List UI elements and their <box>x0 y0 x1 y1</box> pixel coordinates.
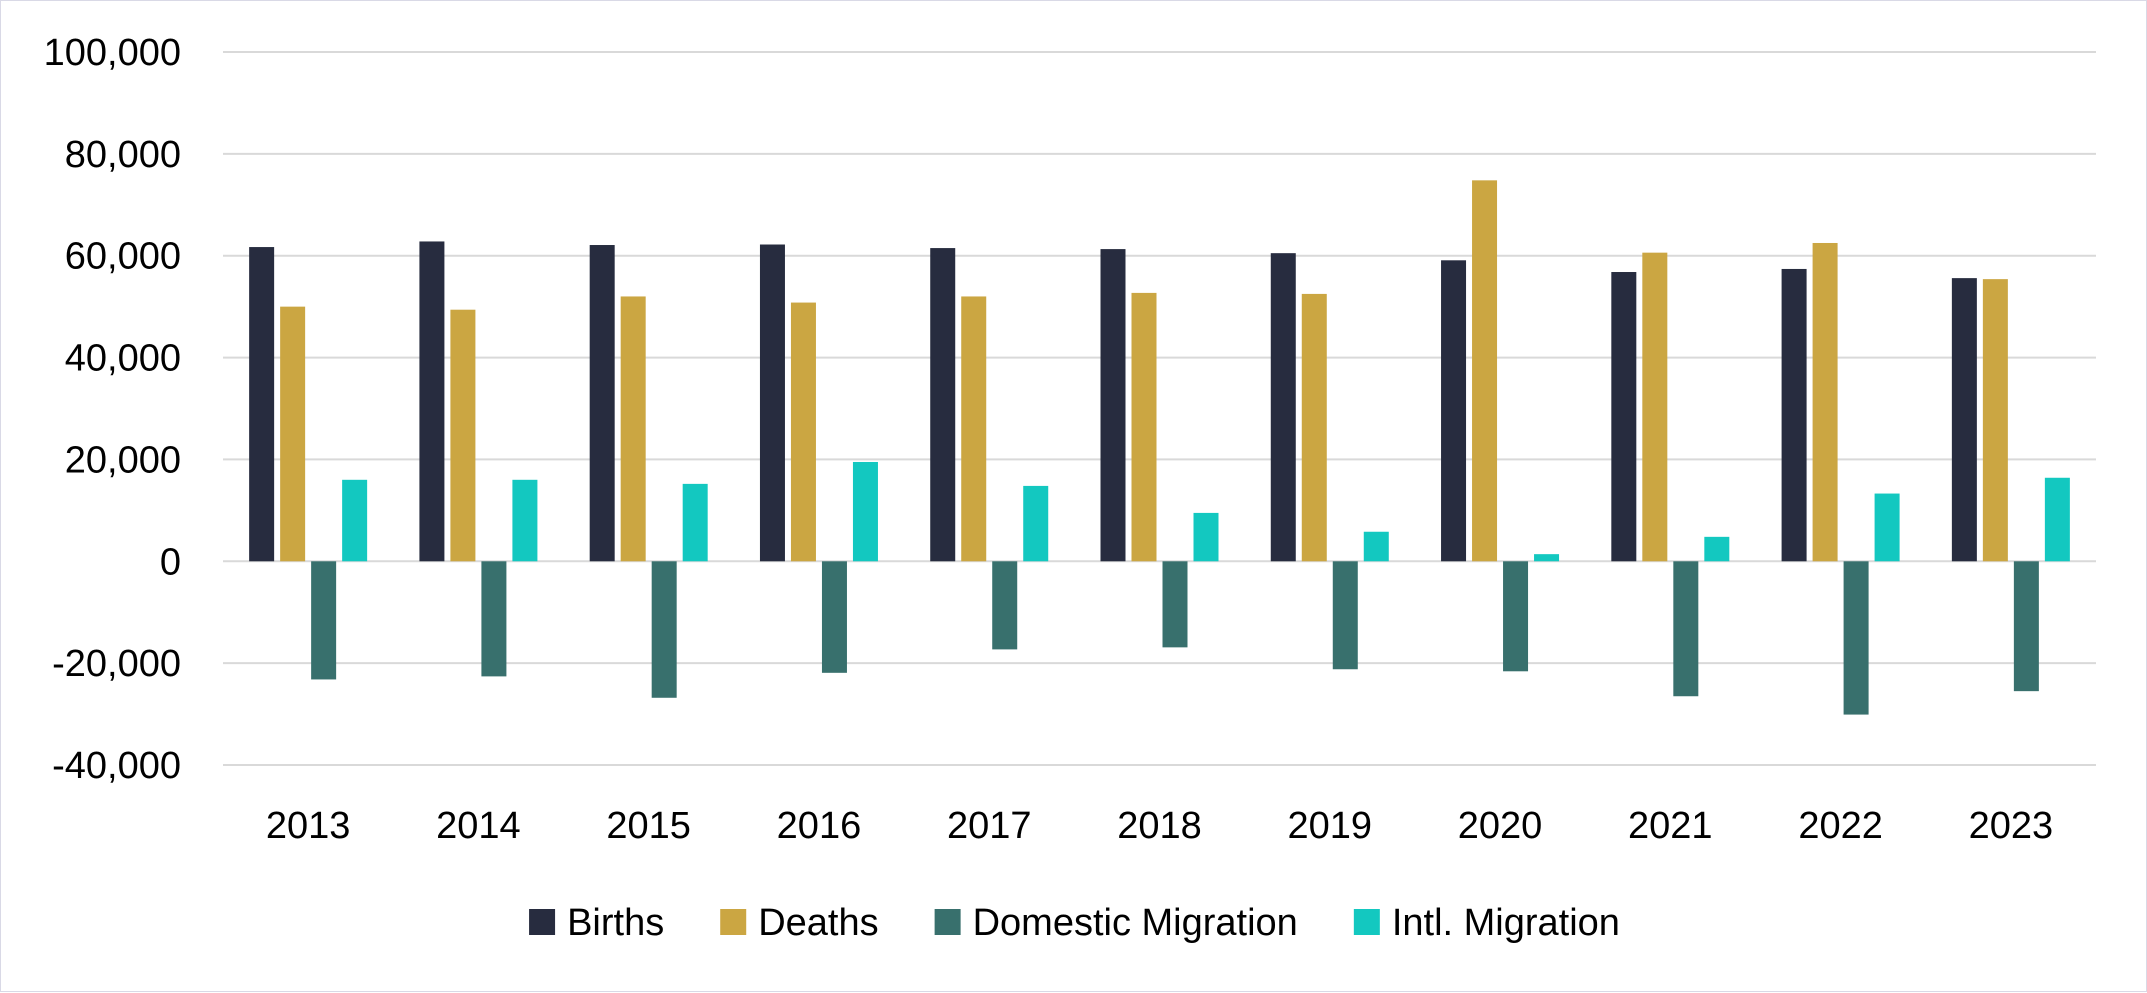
bar-domestic-migration-2017 <box>992 561 1018 650</box>
x-tick-label: 2023 <box>1969 805 2054 847</box>
bar-deaths-2016 <box>790 302 816 562</box>
bar-domestic-migration-2022 <box>1843 561 1869 715</box>
bar-domestic-migration-2016 <box>821 561 847 673</box>
x-tick-label: 2017 <box>947 805 1032 847</box>
bar-births-2020 <box>1441 260 1467 562</box>
bar-deaths-2022 <box>1812 242 1838 562</box>
x-tick-label: 2014 <box>436 805 521 847</box>
bar-intl-migration-2023 <box>2044 477 2070 562</box>
bar-deaths-2021 <box>1642 252 1668 562</box>
y-tick-label: 100,000 <box>44 32 181 74</box>
bar-births-2021 <box>1611 272 1637 562</box>
y-tick-label: 20,000 <box>65 439 181 481</box>
bar-intl-migration-2020 <box>1534 554 1560 562</box>
y-tick-label: 40,000 <box>65 338 181 380</box>
bar-domestic-migration-2020 <box>1503 561 1529 672</box>
y-tick-label: 0 <box>160 541 181 583</box>
bar-births-2013 <box>249 247 275 562</box>
y-tick-label: -40,000 <box>52 745 181 787</box>
bar-intl-migration-2019 <box>1363 531 1389 562</box>
bar-deaths-2019 <box>1301 293 1327 562</box>
legend-label-births: Births <box>567 902 664 944</box>
bar-deaths-2020 <box>1472 180 1498 562</box>
y-tick-label: -20,000 <box>52 643 181 685</box>
bar-births-2017 <box>930 248 956 562</box>
legend-label-deaths: Deaths <box>758 902 878 944</box>
bar-domestic-migration-2019 <box>1332 561 1358 670</box>
bar-intl-migration-2015 <box>682 483 708 562</box>
bar-births-2015 <box>589 245 615 562</box>
bar-intl-migration-2014 <box>512 479 538 562</box>
x-tick-label: 2015 <box>606 805 691 847</box>
legend-label-domestic-migration: Domestic Migration <box>973 902 1298 944</box>
bar-domestic-migration-2015 <box>651 561 677 698</box>
x-tick-label: 2018 <box>1117 805 1202 847</box>
bar-domestic-migration-2021 <box>1673 561 1699 697</box>
bar-deaths-2015 <box>620 296 646 562</box>
legend-label-intl-migration: Intl. Migration <box>1392 902 1620 944</box>
bar-births-2016 <box>759 244 785 562</box>
bar-intl-migration-2021 <box>1704 536 1730 562</box>
legend-swatch-intl-migration <box>1353 909 1380 935</box>
bar-intl-migration-2017 <box>1023 485 1049 562</box>
x-tick-label: 2021 <box>1628 805 1713 847</box>
y-tick-label: 80,000 <box>65 134 181 176</box>
bar-births-2014 <box>419 241 445 562</box>
bar-domestic-migration-2023 <box>2013 561 2039 692</box>
bar-births-2018 <box>1100 249 1126 562</box>
bar-births-2022 <box>1781 268 1807 562</box>
bar-births-2023 <box>1951 278 1977 562</box>
bar-deaths-2014 <box>450 309 476 562</box>
bar-intl-migration-2022 <box>1874 493 1900 562</box>
x-tick-label: 2022 <box>1798 805 1883 847</box>
x-tick-label: 2013 <box>266 805 351 847</box>
bar-intl-migration-2013 <box>342 479 368 562</box>
bar-domestic-migration-2014 <box>481 561 507 677</box>
bar-intl-migration-2018 <box>1193 512 1219 562</box>
legend-swatch-domestic-migration <box>934 909 961 935</box>
bar-domestic-migration-2013 <box>311 561 337 680</box>
legend-swatch-births <box>529 909 556 935</box>
x-tick-label: 2019 <box>1287 805 1372 847</box>
legend-swatch-deaths <box>720 909 747 935</box>
bar-intl-migration-2016 <box>852 461 878 562</box>
bar-deaths-2018 <box>1131 292 1157 562</box>
bar-births-2019 <box>1270 253 1296 562</box>
bar-deaths-2013 <box>280 306 306 562</box>
bar-domestic-migration-2018 <box>1162 561 1188 648</box>
bar-deaths-2023 <box>1982 279 2008 562</box>
bar-deaths-2017 <box>961 296 987 562</box>
x-tick-label: 2016 <box>777 805 862 847</box>
x-tick-label: 2020 <box>1458 805 1543 847</box>
y-tick-label: 60,000 <box>65 236 181 278</box>
